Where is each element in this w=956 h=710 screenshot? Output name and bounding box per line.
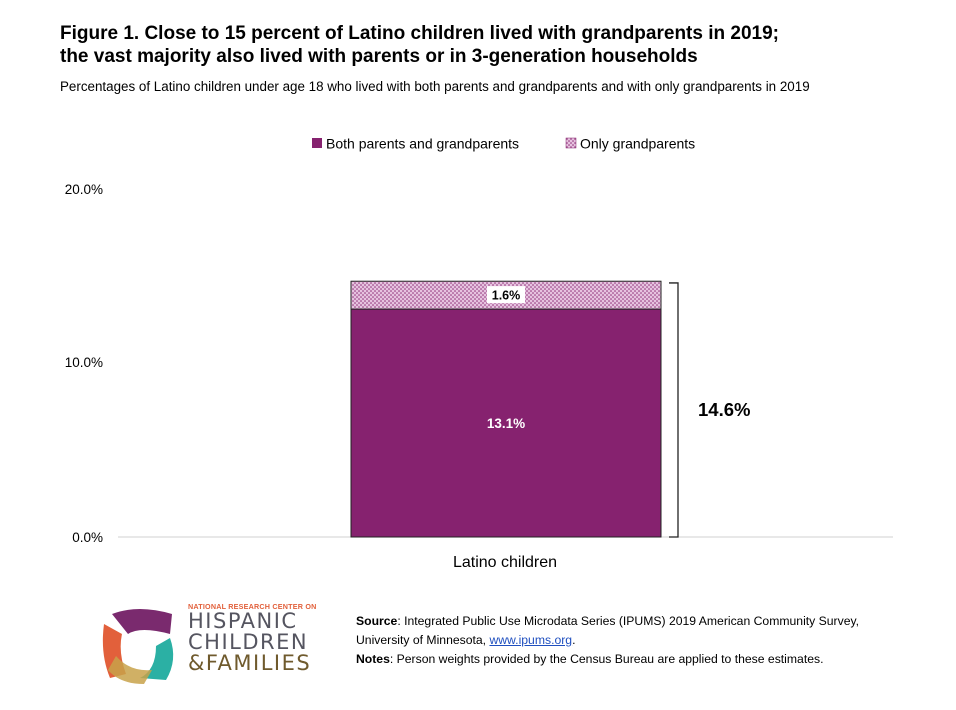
total-bracket [669, 282, 679, 538]
y-tick-label-20: 20.0% [65, 182, 103, 197]
source-text: : Integrated Public Use Microdata Series… [356, 614, 860, 647]
notes-text: : Person weights provided by the Census … [389, 652, 824, 666]
chart-title-line-1: Figure 1. Close to 15 percent of Latino … [60, 23, 779, 44]
chart-title: Figure 1. Close to 15 percent of Latino … [60, 22, 940, 68]
logo-mark-icon [102, 609, 174, 684]
logo-word-families: &FAMILIES [188, 651, 312, 675]
data-label-both-parents: 13.1% [487, 416, 525, 431]
source-line: Source: Integrated Public Use Microdata … [356, 612, 876, 650]
legend-swatch-only-grandparents [565, 137, 577, 149]
source-end: . [572, 633, 576, 647]
bar-both-parents-and-grandparents [350, 308, 662, 538]
stacked-bar-chart: Both parents and grandparents Only grand… [65, 136, 893, 571]
logo-tagline: NATIONAL RESEARCH CENTER ON [188, 602, 317, 611]
data-label-only-grandparents-background [487, 286, 525, 304]
x-category-label: Latino children [453, 554, 557, 571]
nrc-hispanic-children-families-logo: NATIONAL RESEARCH CENTER ON HISPANIC CHI… [100, 600, 340, 690]
logo-word-children: CHILDREN [188, 630, 309, 654]
source-label: Source [356, 614, 398, 628]
notes-line: Notes: Person weights provided by the Ce… [356, 650, 876, 669]
y-tick-label-0: 0.0% [72, 530, 103, 545]
legend-label-only-grandparents: Only grandparents [580, 136, 695, 152]
source-notes: Source: Integrated Public Use Microdata … [356, 612, 876, 669]
legend-swatch-both-parents [312, 138, 322, 148]
logo-word-hispanic: HISPANIC [188, 609, 298, 633]
data-label-only-grandparents: 1.6% [492, 289, 521, 303]
chart-subtitle: Percentages of Latino children under age… [60, 79, 810, 94]
y-tick-label-10: 10.0% [65, 355, 103, 370]
chart-title-line-2: the vast majority also lived with parent… [60, 46, 698, 67]
ipums-link[interactable]: www.ipums.org [489, 633, 573, 647]
notes-label: Notes [356, 652, 390, 666]
legend-label-both-parents: Both parents and grandparents [326, 136, 519, 152]
total-label: 14.6% [698, 399, 750, 420]
